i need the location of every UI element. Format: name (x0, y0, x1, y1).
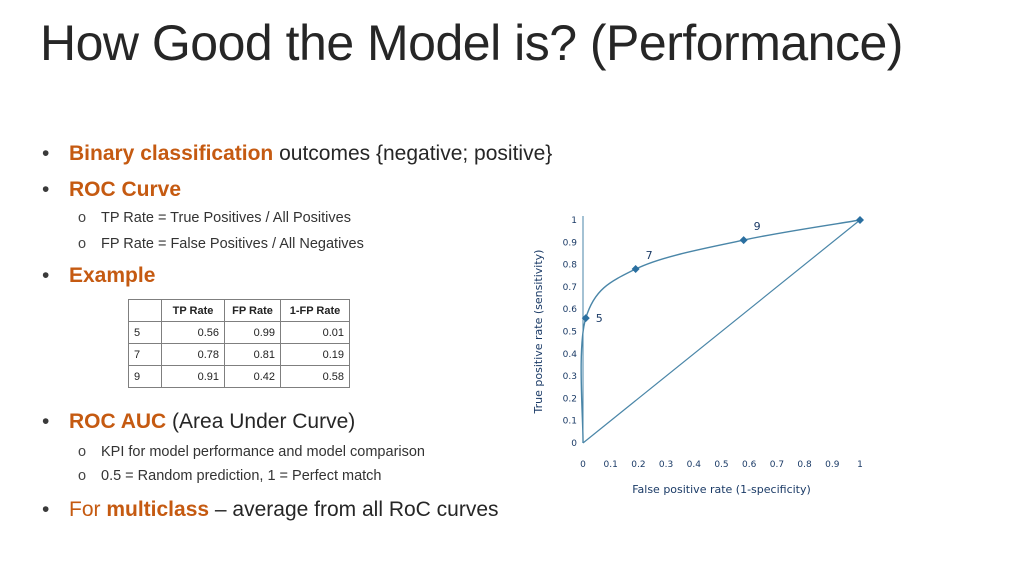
sub-bullet-marker: o (78, 468, 87, 484)
bullet-text: outcomes {negative; positive} (273, 142, 553, 165)
table-row: 9 0.91 0.42 0.58 (128, 365, 350, 388)
roc-point-marker (856, 216, 864, 224)
x-axis-label: False positive rate (1-specificity) (632, 483, 811, 496)
table-cell: 5 (128, 321, 162, 344)
y-tick-label: 0.1 (563, 417, 577, 427)
sub-bullet-marker: o (78, 210, 87, 226)
table-cell: 0.81 (224, 343, 281, 366)
bullet-roc-curve: • ROC Curve (42, 178, 182, 202)
bullet-bold-text: Binary classification (69, 142, 274, 165)
bullet-roc-auc: • ROC AUC (Area Under Curve) (42, 410, 356, 434)
sub-bullet-tp-rate: o TP Rate = True Positives / All Positiv… (78, 210, 351, 226)
bullet-marker: • (42, 142, 50, 165)
sub-bullet-kpi: o KPI for model performance and model co… (78, 444, 425, 460)
table-cell: 0.58 (280, 365, 350, 388)
table-cell: 0.56 (161, 321, 225, 344)
table-cell: 0.42 (224, 365, 281, 388)
bullet-example: • Example (42, 264, 156, 288)
bullet-bold-text: multiclass (106, 498, 210, 521)
y-tick-label: 1 (571, 216, 577, 226)
roc-point-label: 9 (754, 220, 761, 233)
bullet-pre-text: For (69, 498, 107, 521)
bullet-bold-text: Example (69, 264, 156, 287)
x-tick-label: 0.5 (714, 460, 728, 470)
y-tick-label: 0 (571, 439, 577, 449)
table-header-cell (128, 299, 162, 322)
sub-bullet-text: KPI for model performance and model comp… (101, 444, 425, 460)
table-cell: 9 (128, 365, 162, 388)
roc-point-marker (631, 265, 640, 274)
y-axis-label: True positive rate (sensitivity) (532, 250, 545, 415)
bullet-marker: • (42, 498, 50, 521)
bullet-marker: • (42, 264, 50, 287)
sub-bullet-marker: o (78, 236, 87, 252)
roc-chart: 0 0.1 0.2 0.3 0.4 0.5 0.6 0.7 0.8 0.9 1 0 0.1 0.2 0.3 0… (532, 216, 864, 496)
y-tick-label: 0.2 (563, 394, 577, 404)
sub-bullet-auc-scale: o 0.5 = Random prediction, 1 = Perfect m… (78, 468, 382, 484)
sub-bullet-text: 0.5 = Random prediction, 1 = Perfect mat… (101, 468, 382, 484)
table-cell: 0.78 (161, 343, 225, 366)
slide-title: How Good the Model is? (Performance) (40, 15, 903, 71)
table-cell: 7 (128, 343, 162, 366)
table-cell: 0.01 (280, 321, 350, 344)
sub-bullet-text: TP Rate = True Positives / All Positives (101, 210, 351, 226)
sub-bullet-text: FP Rate = False Positives / All Negative… (101, 236, 364, 252)
y-tick-label: 0.9 (563, 238, 578, 248)
x-tick-label: 0.6 (742, 460, 757, 470)
y-tick-label: 0.7 (563, 283, 577, 293)
y-tick-label: 0.8 (563, 261, 578, 271)
bullet-multiclass: • For multiclass – average from all RoC … (42, 498, 499, 522)
sub-bullet-marker: o (78, 444, 87, 460)
x-tick-label: 0.3 (659, 460, 673, 470)
bullet-marker: • (42, 410, 50, 433)
example-rates-table: TP Rate FP Rate 1-FP Rate 5 0.56 0.99 0.… (128, 299, 350, 388)
y-tick-label: 0.3 (563, 372, 577, 382)
table-cell: 0.99 (224, 321, 281, 344)
table-header-cell: FP Rate (224, 299, 281, 322)
y-tick-label: 0.4 (563, 350, 578, 360)
bullet-bold-text: ROC AUC (69, 410, 167, 433)
table-cell: 0.91 (161, 365, 225, 388)
table-header-row: TP Rate FP Rate 1-FP Rate (128, 299, 350, 322)
x-tick-label: 0.7 (770, 460, 784, 470)
roc-point-label: 5 (596, 312, 603, 325)
sub-bullet-fp-rate: o FP Rate = False Positives / All Negati… (78, 236, 364, 252)
y-tick-label: 0.5 (563, 328, 577, 338)
x-tick-label: 1 (857, 460, 863, 470)
bullet-text: – average from all RoC curves (209, 498, 499, 521)
roc-point-label: 7 (646, 249, 653, 262)
bullet-marker: • (42, 178, 50, 201)
bullet-binary-classification: • Binary classification outcomes {negati… (42, 142, 553, 166)
x-tick-label: 0.8 (797, 460, 812, 470)
table-row: 5 0.56 0.99 0.01 (128, 321, 350, 344)
table-header-cell: TP Rate (161, 299, 225, 322)
table-row: 7 0.78 0.81 0.19 (128, 343, 350, 366)
roc-point-marker (581, 314, 590, 323)
x-tick-label: 0.4 (687, 460, 702, 470)
x-tick-label: 0.9 (825, 460, 840, 470)
x-tick-label: 0.1 (604, 460, 618, 470)
roc-point-marker (739, 236, 748, 245)
bullet-text: (Area Under Curve) (166, 410, 356, 433)
x-tick-label: 0.2 (631, 460, 645, 470)
random-classifier-line (582, 219, 861, 444)
bullet-bold-text: ROC Curve (69, 178, 182, 201)
y-tick-label: 0.6 (563, 305, 578, 315)
table-cell: 0.19 (280, 343, 350, 366)
table-header-cell: 1-FP Rate (280, 299, 350, 322)
x-tick-label: 0 (580, 460, 586, 470)
